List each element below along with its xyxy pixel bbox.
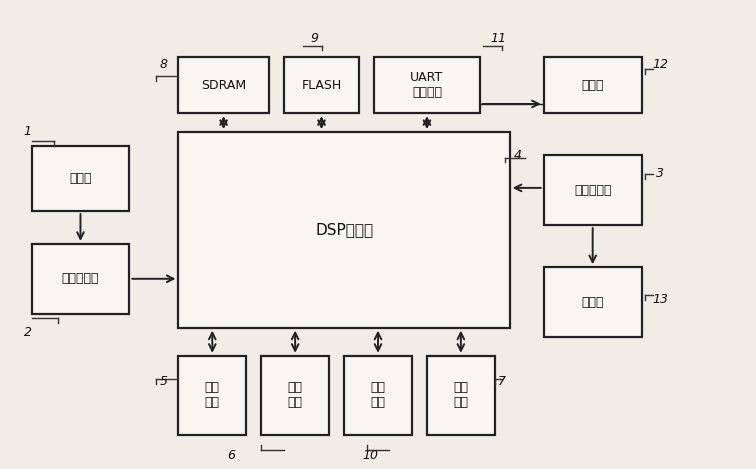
Bar (262, 356, 329, 435)
Text: 2: 2 (23, 326, 32, 339)
Text: 12: 12 (652, 58, 668, 71)
Bar (32, 146, 129, 211)
Text: 4: 4 (513, 149, 522, 162)
Bar (427, 356, 494, 435)
Bar (344, 356, 412, 435)
Bar (284, 57, 359, 113)
Text: UART
传输接口: UART 传输接口 (411, 71, 444, 99)
Text: DSP处理器: DSP处理器 (315, 222, 373, 237)
Bar (32, 244, 129, 314)
Text: 10: 10 (362, 449, 379, 462)
Text: 复位
电路: 复位 电路 (287, 381, 302, 409)
Bar (178, 132, 510, 328)
Text: 调试
接口: 调试 接口 (370, 381, 386, 409)
Text: 上位机: 上位机 (581, 79, 604, 92)
Bar (178, 356, 246, 435)
Text: 摄像机: 摄像机 (70, 172, 91, 185)
Text: 9: 9 (310, 32, 318, 45)
Text: 11: 11 (491, 32, 507, 45)
Text: 7: 7 (498, 375, 507, 388)
Text: 视频编码器: 视频编码器 (574, 184, 612, 197)
Bar (544, 267, 642, 337)
Text: 电源
电路: 电源 电路 (205, 381, 220, 409)
Text: 6: 6 (227, 449, 235, 462)
Text: 监视器: 监视器 (581, 295, 604, 309)
Text: SDRAM: SDRAM (201, 79, 246, 92)
Bar (374, 57, 480, 113)
Text: 3: 3 (656, 167, 665, 181)
Text: 时钟
电路: 时钟 电路 (454, 381, 469, 409)
Bar (178, 57, 269, 113)
Text: 1: 1 (23, 125, 32, 138)
Bar (544, 155, 642, 225)
Text: FLASH: FLASH (302, 79, 342, 92)
Text: 视频解码器: 视频解码器 (62, 272, 99, 285)
Text: 8: 8 (160, 58, 167, 71)
Text: 13: 13 (652, 293, 668, 306)
Text: 5: 5 (160, 375, 167, 388)
Bar (544, 57, 642, 113)
